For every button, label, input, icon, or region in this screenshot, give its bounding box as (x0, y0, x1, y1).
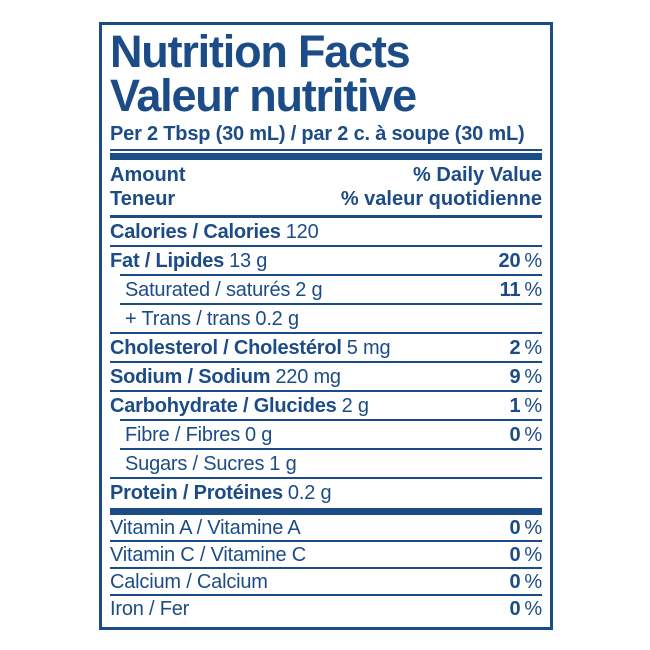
nutrient-row-protein: Protein / Protéines 0.2 g (110, 477, 542, 506)
daily-value-percent (538, 308, 542, 330)
nutrient-name: + Trans / trans 0.2 g (125, 308, 299, 330)
nutrient-row-vitamin-a: Vitamin A / Vitamine A 0% (110, 515, 542, 540)
daily-value-header-en: % Daily Value (413, 164, 542, 186)
daily-value-percent (538, 482, 542, 504)
daily-value-percent: 11% (499, 279, 543, 301)
nutrient-row-fat: Fat / Lipides 13 g 20% (110, 245, 542, 274)
nutrient-name: Calcium / Calcium (110, 571, 268, 593)
nutrient-name: Calories / Calories 120 (110, 221, 319, 243)
daily-value-percent: 9% (509, 366, 542, 388)
daily-value-percent: 20% (498, 250, 543, 272)
nutrient-name: Vitamin C / Vitamine C (110, 544, 307, 566)
daily-value-percent (538, 453, 542, 475)
daily-value-header-fr: % valeur quotidienne (340, 188, 542, 210)
nutrient-row-saturated-fat: Saturated / saturés 2 g 11% (120, 274, 542, 303)
nutrient-row-sodium: Sodium / Sodium 220 mg 9% (110, 361, 542, 390)
daily-value-percent: 1% (509, 395, 542, 417)
thick-divider-top (110, 153, 542, 160)
nutrient-row-sugars: Sugars / Sucres 1 g (120, 448, 542, 477)
title-english: Nutrition Facts (110, 26, 411, 77)
daily-value-percent: 0% (509, 571, 542, 593)
nutrient-name: Sugars / Sucres 1 g (125, 453, 297, 475)
nutrient-row-iron: Iron / Fer 0% (110, 594, 542, 621)
amount-header-fr: Teneur (110, 188, 176, 210)
nutrition-facts-label: Nutrition Facts Valeur nutritive Per 2 T… (99, 22, 553, 630)
title-french: Valeur nutritive (110, 70, 417, 121)
daily-value-percent (538, 221, 542, 243)
serving-size: Per 2 Tbsp (30 mL) / par 2 c. à soupe (3… (110, 123, 542, 151)
nutrient-row-cholesterol: Cholesterol / Cholestérol 5 mg 2% (110, 332, 542, 361)
column-header-line-en: Amount % Daily Value (110, 163, 542, 187)
daily-value-percent: 0% (509, 598, 542, 620)
nutrient-row-vitamin-c: Vitamin C / Vitamine C 0% (110, 540, 542, 567)
nutrient-row-fibre: Fibre / Fibres 0 g 0% (120, 419, 542, 448)
daily-value-percent: 0% (509, 424, 542, 446)
nutrient-name: Fibre / Fibres 0 g (125, 424, 273, 446)
nutrient-row-trans-fat: + Trans / trans 0.2 g (120, 303, 542, 332)
nutrient-name: Iron / Fer (110, 598, 190, 620)
column-header-line-fr: Teneur % valeur quotidienne (110, 187, 542, 211)
column-header: Amount % Daily Value Teneur % valeur quo… (110, 160, 542, 218)
nutrient-name: Cholesterol / Cholestérol 5 mg (110, 337, 391, 359)
nutrient-name: Sodium / Sodium 220 mg (110, 366, 341, 388)
daily-value-percent: 2% (509, 337, 542, 359)
nutrient-name: Saturated / saturés 2 g (125, 279, 323, 301)
nutrient-row-calories: Calories / Calories 120 (110, 218, 542, 245)
nutrient-row-carbohydrate: Carbohydrate / Glucides 2 g 1% (110, 390, 542, 419)
amount-header-en: Amount (110, 164, 186, 186)
daily-value-percent: 0% (509, 517, 542, 539)
nutrient-name: Protein / Protéines 0.2 g (110, 482, 332, 504)
nutrient-name: Fat / Lipides 13 g (110, 250, 268, 272)
thick-divider-bottom (110, 508, 542, 515)
daily-value-percent: 0% (509, 544, 542, 566)
nutrient-row-calcium: Calcium / Calcium 0% (110, 567, 542, 594)
nutrient-name: Carbohydrate / Glucides 2 g (110, 395, 369, 417)
nutrient-name: Vitamin A / Vitamine A (110, 517, 301, 539)
